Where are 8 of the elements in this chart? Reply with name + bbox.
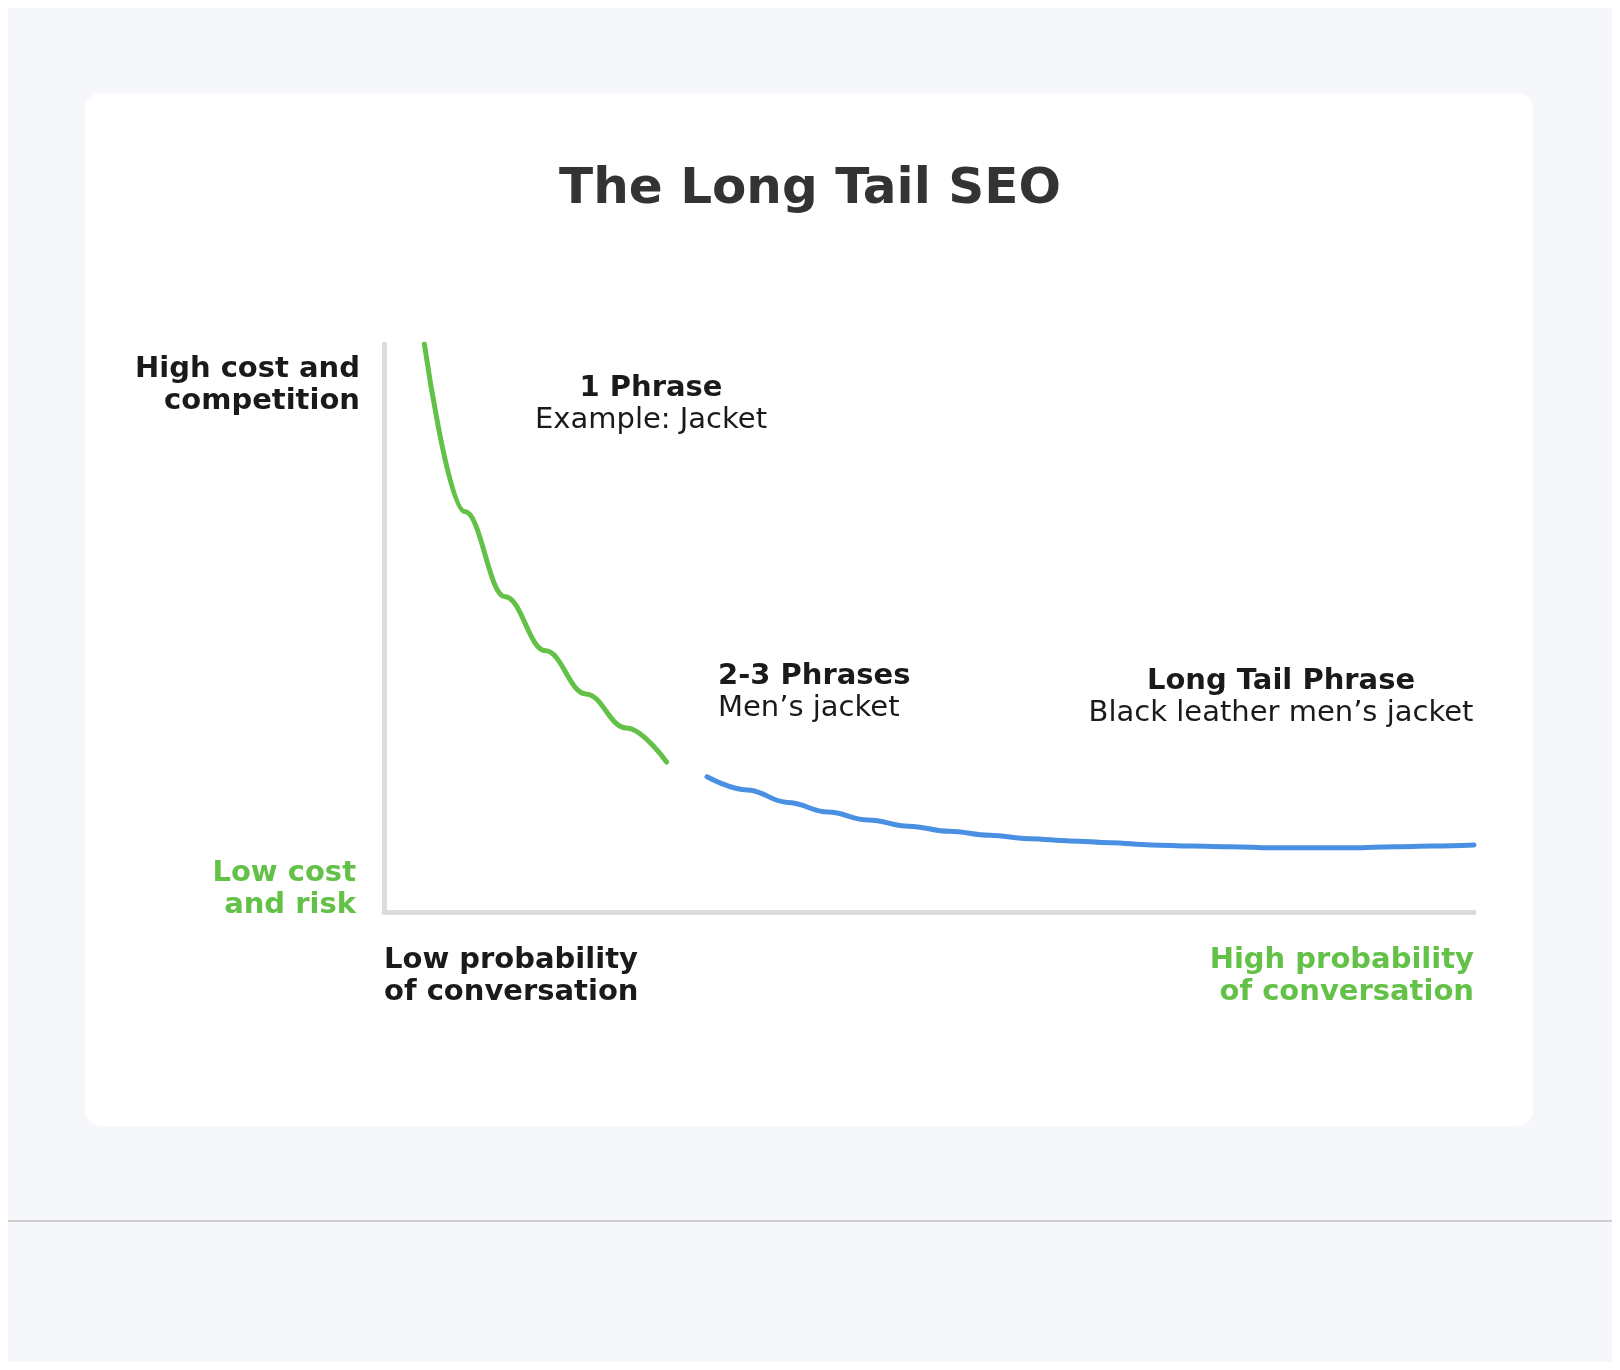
annotation: 1 Phrase Example: Jacket <box>534 369 768 435</box>
text: Low cost and risk <box>212 854 357 920</box>
annotation: Long Tail Phrase Black leather men’s jacket <box>1088 662 1474 728</box>
text: High probability of conversation <box>1209 941 1475 1007</box>
chart-title: The Long Tail SEO <box>559 157 1061 215</box>
text: High cost and competition <box>134 350 360 416</box>
annotation: 2-3 Phrases Men’s jacket <box>718 657 911 723</box>
text: Low probability of conversation <box>384 941 639 1007</box>
